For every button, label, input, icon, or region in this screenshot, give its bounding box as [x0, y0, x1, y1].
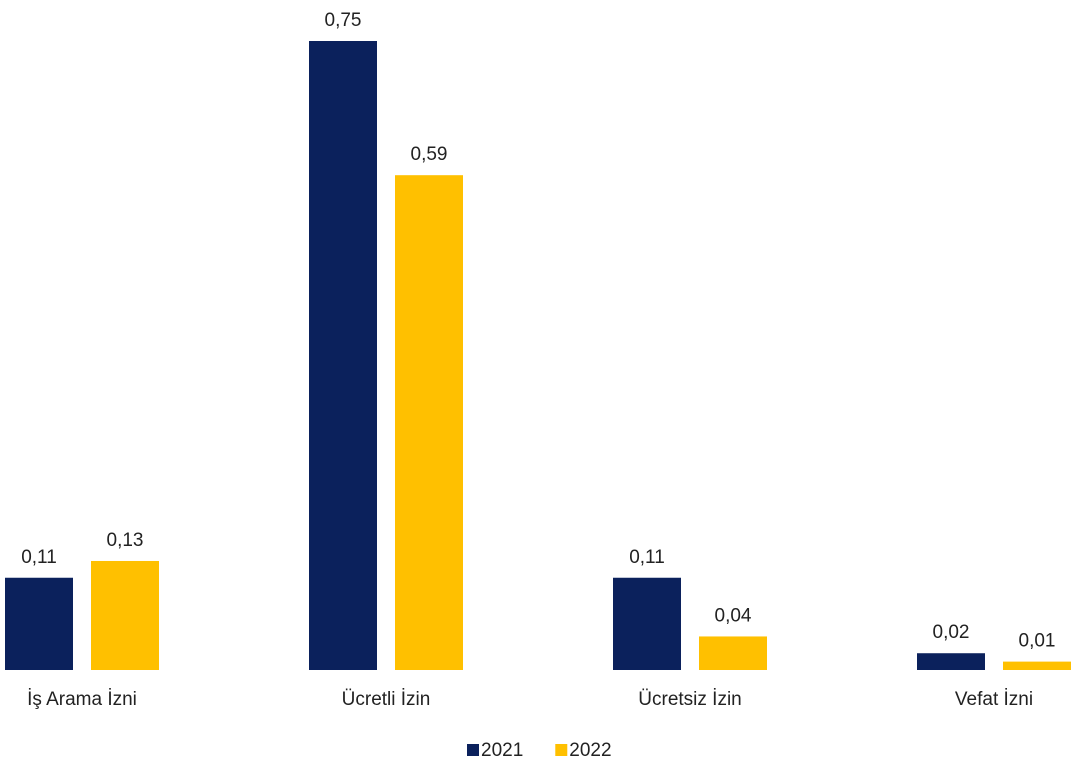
- value-label: 0,02: [933, 622, 970, 643]
- x-tick-label: Vefat İzni: [955, 689, 1033, 710]
- bar: [91, 560, 159, 670]
- x-tick-label: Ücretsiz İzin: [638, 689, 741, 710]
- value-label: 0,13: [107, 530, 144, 551]
- value-label: 0,04: [715, 605, 752, 626]
- legend-label: 2021: [481, 740, 523, 761]
- value-label: 0,11: [21, 547, 57, 568]
- legend-swatch: [555, 744, 568, 756]
- x-tick-label: Ücretli İzin: [342, 689, 431, 710]
- value-label: 0,59: [411, 144, 448, 165]
- bar: [5, 577, 73, 670]
- value-label: 0,75: [325, 10, 362, 31]
- bar: [917, 653, 985, 670]
- bar: [395, 175, 463, 671]
- bar: [1003, 661, 1071, 670]
- bar: [613, 577, 681, 670]
- value-label: 0,11: [629, 547, 665, 568]
- legend-label: 2022: [569, 740, 611, 761]
- bar: [309, 41, 377, 670]
- value-label: 0,01: [1019, 631, 1056, 652]
- x-tick-label: İş Arama İzni: [27, 689, 137, 710]
- bar: [699, 636, 767, 670]
- legend-swatch: [467, 744, 479, 756]
